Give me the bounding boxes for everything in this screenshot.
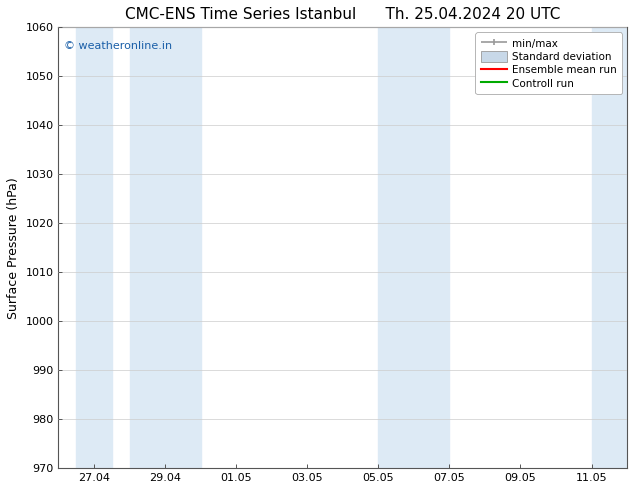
Bar [378, 27, 450, 468]
Y-axis label: Surface Pressure (hPa): Surface Pressure (hPa) [7, 177, 20, 318]
Bar [76, 27, 112, 468]
Bar [592, 27, 627, 468]
Legend: min/max, Standard deviation, Ensemble mean run, Controll run: min/max, Standard deviation, Ensemble me… [476, 32, 622, 94]
Text: © weatheronline.in: © weatheronline.in [64, 41, 172, 50]
Title: CMC-ENS Time Series Istanbul      Th. 25.04.2024 20 UTC: CMC-ENS Time Series Istanbul Th. 25.04.2… [125, 7, 560, 22]
Bar [129, 27, 200, 468]
